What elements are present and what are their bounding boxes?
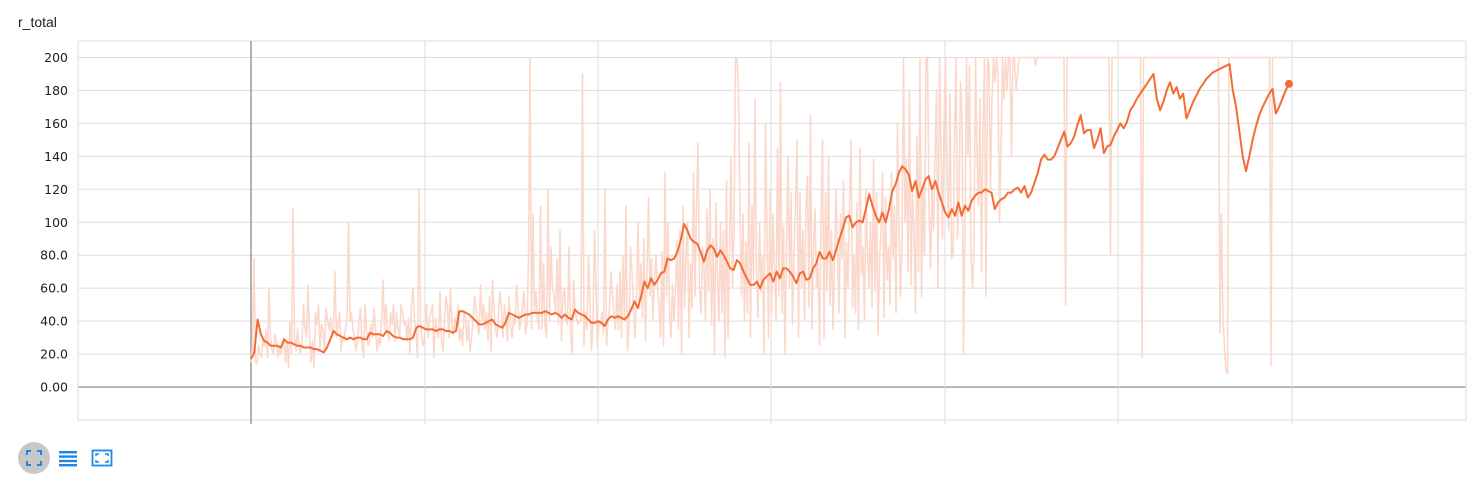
y-tick-label: 180 xyxy=(44,83,68,98)
dotted-frame-icon xyxy=(91,449,113,467)
y-tick-label: 120 xyxy=(44,182,68,197)
line-chart[interactable]: 0.00 20.0 40.0 60.0 80.0 100 120 140 160 180 200 xyxy=(0,0,1484,440)
series-group xyxy=(250,56,1293,375)
y-tick-label: 20.0 xyxy=(40,347,68,362)
y-tick-label: 80.0 xyxy=(40,248,68,263)
last-point-marker xyxy=(1285,79,1293,88)
fit-domain-button[interactable] xyxy=(18,442,50,474)
y-tick-label: 40.0 xyxy=(40,314,68,329)
y-tick-label: 0.00 xyxy=(40,380,68,395)
y-tick-label: 140 xyxy=(44,149,68,164)
toggle-log-button[interactable] xyxy=(52,442,84,474)
list-lines-icon xyxy=(59,451,77,467)
raw-series-line xyxy=(250,56,1289,375)
smoothed-series-line xyxy=(250,63,1290,360)
y-axis-ticks: 0.00 20.0 40.0 60.0 80.0 100 120 140 160 180 200 xyxy=(40,50,68,395)
chart-toolbar xyxy=(18,442,118,474)
y-tick-label: 160 xyxy=(44,116,68,131)
expand-icon xyxy=(26,450,42,466)
y-tick-label: 60.0 xyxy=(40,281,68,296)
y-tick-label: 200 xyxy=(44,50,68,65)
chart-title: r_total xyxy=(18,14,57,30)
toggle-zoom-button[interactable] xyxy=(86,442,118,474)
y-tick-label: 100 xyxy=(44,215,68,230)
